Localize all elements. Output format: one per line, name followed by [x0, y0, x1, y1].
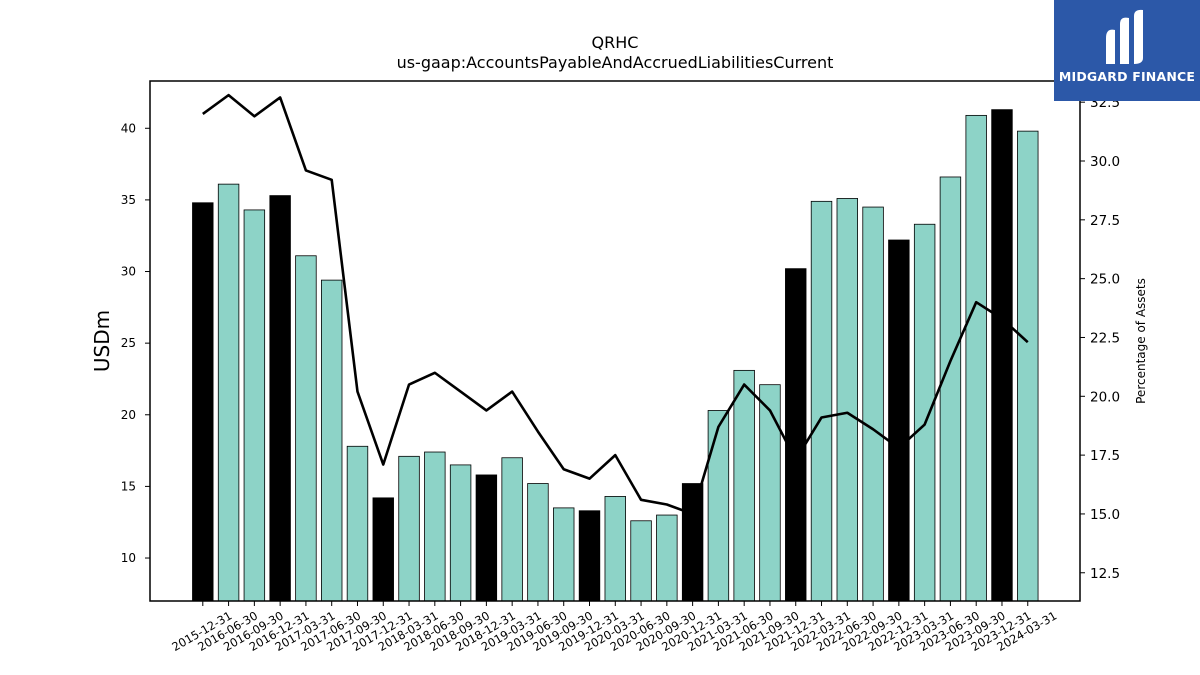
y2-tick-label: 20.0: [1090, 389, 1120, 405]
bar-2019-06-30: [527, 483, 549, 602]
bar-2020-12-31: [681, 483, 704, 602]
bar-2019-03-31: [501, 457, 523, 602]
y2-tick-label: 22.5: [1090, 330, 1120, 346]
bar-2022-12-31: [888, 239, 910, 602]
bar-2019-12-31: [578, 510, 601, 602]
y2-axis-label: Percentage of Assets: [1134, 278, 1148, 404]
y2-tick-label: 17.5: [1090, 448, 1120, 464]
chart-subtitle: us-gaap:AccountsPayableAndAccruedLiabili…: [397, 53, 834, 72]
bar-2021-12-31: [785, 268, 807, 602]
bar-group: [192, 109, 1039, 602]
bar-2018-12-31: [475, 474, 498, 602]
y2-tick-label: 27.5: [1090, 213, 1120, 229]
percentage-line: [202, 93, 1029, 516]
bar-2017-06-30: [320, 279, 343, 602]
bar-2019-09-30: [553, 507, 575, 602]
brand-logo: MIDGARD FINANCE: [1054, 0, 1200, 101]
line-group: [202, 93, 1029, 516]
y-tick-label: 25: [121, 336, 136, 350]
bar-2018-03-31: [398, 455, 420, 602]
y2-tick-label: 25.0: [1090, 272, 1120, 288]
logo-text: MIDGARD FINANCE: [1058, 69, 1196, 84]
bar-2022-06-30: [836, 198, 859, 602]
bar-2021-03-31: [707, 410, 730, 602]
bar-2016-06-30: [217, 183, 240, 602]
y-axis-label: USDm: [90, 310, 114, 372]
x-axis: 2015-12-312016-06-302016-09-302016-12-31…: [169, 601, 1059, 654]
bar-2015-12-31: [192, 202, 214, 602]
bar-2016-12-31: [269, 195, 291, 602]
bar-2020-06-30: [630, 520, 652, 602]
bar-2017-03-31: [295, 255, 317, 602]
y2-tick-label: 15.0: [1090, 507, 1120, 523]
bar-2020-03-31: [604, 496, 626, 602]
bar-2023-03-31: [913, 223, 936, 602]
bar-2017-12-31: [372, 497, 394, 602]
y2-tick-label: 30.0: [1090, 154, 1120, 170]
y-tick-label: 20: [121, 408, 136, 422]
bar-2021-09-30: [759, 384, 781, 602]
bar-2024-03-31: [1017, 130, 1039, 602]
bar-2023-12-31: [991, 109, 1013, 602]
y-tick-label: 35: [121, 193, 136, 207]
bar-2020-09-30: [656, 514, 678, 602]
bar-2017-09-30: [346, 445, 369, 602]
bar-2022-09-30: [862, 206, 884, 602]
bar-2021-06-30: [733, 369, 755, 602]
y2-tick-label: 12.5: [1090, 566, 1120, 582]
chart-title: QRHC: [592, 33, 639, 52]
bar-2023-09-30: [965, 114, 987, 602]
y-tick-label: 30: [121, 265, 136, 279]
bar-2016-09-30: [243, 209, 266, 602]
bar-2018-09-30: [449, 464, 472, 602]
y-tick-label: 15: [121, 479, 136, 493]
bar-2018-06-30: [424, 451, 446, 602]
bar-2022-03-31: [810, 200, 833, 602]
bar-2023-06-30: [939, 176, 962, 602]
left-axis: 10 15 20 25 30 35 40: [121, 121, 150, 565]
logo-mark-icon: [1106, 9, 1143, 65]
y-tick-label: 40: [121, 121, 136, 135]
right-axis: 12.515.017.520.022.525.027.530.032.5: [1080, 95, 1120, 582]
y-tick-label: 10: [121, 551, 136, 565]
